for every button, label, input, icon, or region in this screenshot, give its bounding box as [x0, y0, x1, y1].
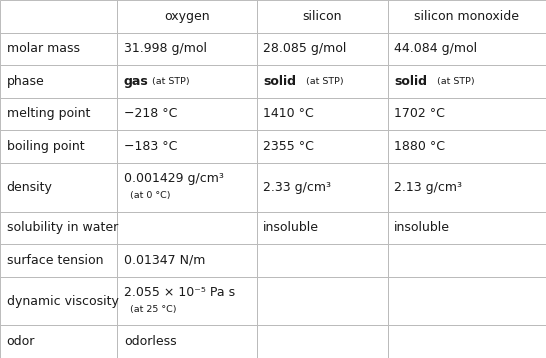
- Text: 2.33 g/cm³: 2.33 g/cm³: [263, 181, 331, 194]
- Text: (at 25 °C): (at 25 °C): [130, 305, 177, 314]
- Bar: [117, 325, 257, 358]
- Text: density: density: [7, 181, 52, 194]
- Bar: [257, 98, 388, 130]
- Bar: [117, 277, 257, 325]
- Text: solid: solid: [394, 75, 427, 88]
- Bar: [0, 325, 117, 358]
- Bar: [257, 163, 388, 212]
- Text: −218 °C: −218 °C: [124, 107, 177, 120]
- Text: 0.001429 g/cm³: 0.001429 g/cm³: [124, 172, 224, 185]
- Text: 0.01347 N/m: 0.01347 N/m: [124, 254, 205, 267]
- Text: silicon: silicon: [302, 10, 342, 23]
- Text: phase: phase: [7, 75, 44, 88]
- Text: odorless: odorless: [124, 335, 176, 348]
- Bar: [257, 33, 388, 65]
- Bar: [388, 325, 546, 358]
- Bar: [117, 163, 257, 212]
- Text: (at 0 °C): (at 0 °C): [130, 192, 171, 200]
- Bar: [257, 65, 388, 98]
- Text: (at STP): (at STP): [435, 77, 475, 86]
- Bar: [388, 212, 546, 244]
- Bar: [0, 212, 117, 244]
- Bar: [388, 98, 546, 130]
- Text: 2.13 g/cm³: 2.13 g/cm³: [394, 181, 462, 194]
- Text: (at STP): (at STP): [149, 77, 190, 86]
- Text: molar mass: molar mass: [7, 42, 80, 55]
- Bar: [257, 212, 388, 244]
- Text: 1702 °C: 1702 °C: [394, 107, 445, 120]
- Bar: [0, 130, 117, 163]
- Bar: [0, 244, 117, 277]
- Text: surface tension: surface tension: [7, 254, 103, 267]
- Bar: [388, 244, 546, 277]
- Bar: [117, 98, 257, 130]
- Text: melting point: melting point: [7, 107, 90, 120]
- Text: 1410 °C: 1410 °C: [263, 107, 314, 120]
- Bar: [388, 33, 546, 65]
- Bar: [388, 163, 546, 212]
- Text: 31.998 g/mol: 31.998 g/mol: [124, 42, 207, 55]
- Text: −183 °C: −183 °C: [124, 140, 177, 153]
- Text: solid: solid: [263, 75, 296, 88]
- Text: 1880 °C: 1880 °C: [394, 140, 445, 153]
- Bar: [0, 65, 117, 98]
- Bar: [388, 0, 546, 33]
- Text: solubility in water: solubility in water: [7, 221, 118, 234]
- Bar: [0, 0, 117, 33]
- Text: oxygen: oxygen: [164, 10, 210, 23]
- Bar: [0, 163, 117, 212]
- Bar: [257, 244, 388, 277]
- Text: boiling point: boiling point: [7, 140, 84, 153]
- Bar: [117, 130, 257, 163]
- Bar: [388, 277, 546, 325]
- Bar: [0, 277, 117, 325]
- Text: dynamic viscosity: dynamic viscosity: [7, 295, 118, 308]
- Text: gas: gas: [124, 75, 149, 88]
- Text: silicon monoxide: silicon monoxide: [414, 10, 519, 23]
- Bar: [388, 130, 546, 163]
- Bar: [117, 33, 257, 65]
- Text: insoluble: insoluble: [263, 221, 319, 234]
- Bar: [117, 65, 257, 98]
- Bar: [0, 33, 117, 65]
- Text: (at STP): (at STP): [304, 77, 344, 86]
- Bar: [388, 65, 546, 98]
- Text: 44.084 g/mol: 44.084 g/mol: [394, 42, 477, 55]
- Bar: [257, 325, 388, 358]
- Bar: [0, 98, 117, 130]
- Text: 28.085 g/mol: 28.085 g/mol: [263, 42, 347, 55]
- Bar: [257, 130, 388, 163]
- Text: 2.055 × 10⁻⁵ Pa s: 2.055 × 10⁻⁵ Pa s: [124, 286, 235, 299]
- Bar: [257, 277, 388, 325]
- Text: 2355 °C: 2355 °C: [263, 140, 314, 153]
- Text: odor: odor: [7, 335, 35, 348]
- Bar: [257, 0, 388, 33]
- Bar: [117, 244, 257, 277]
- Bar: [117, 212, 257, 244]
- Bar: [117, 0, 257, 33]
- Text: insoluble: insoluble: [394, 221, 450, 234]
